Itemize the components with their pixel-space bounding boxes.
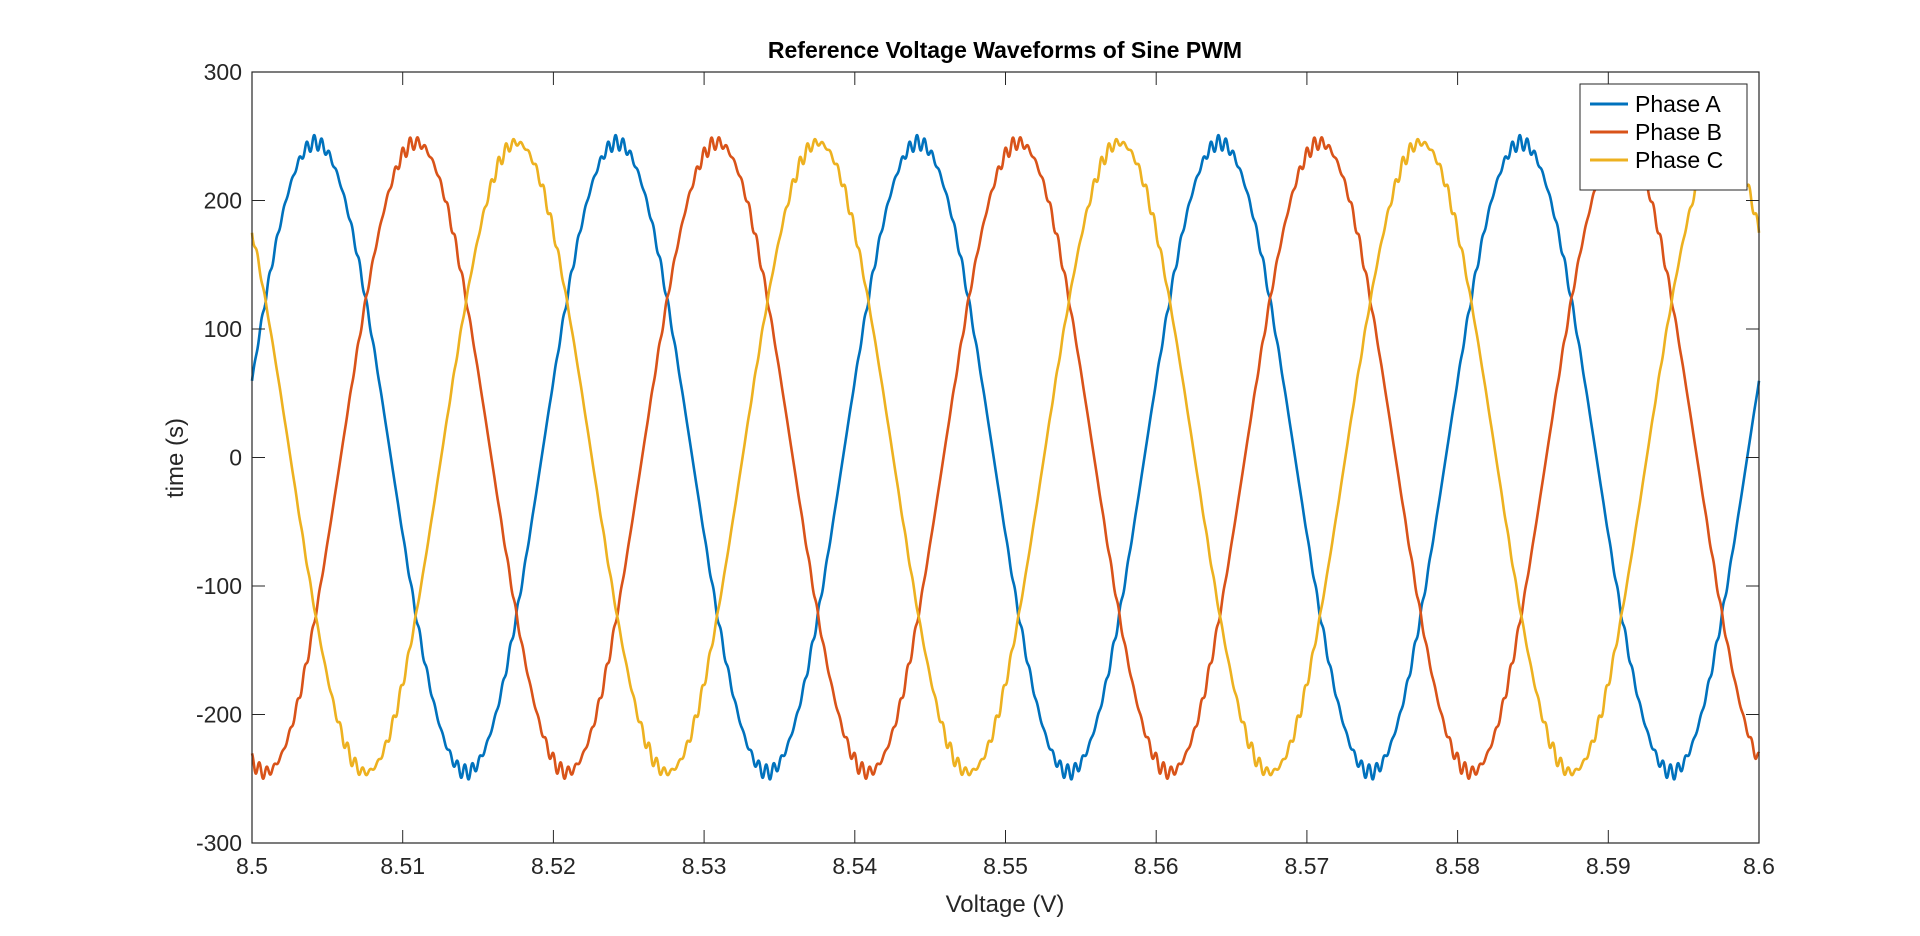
x-tick-label: 8.59 xyxy=(1586,853,1631,879)
x-tick-label: 8.57 xyxy=(1285,853,1330,879)
legend-label: Phase C xyxy=(1635,147,1723,173)
x-tick-label: 8.58 xyxy=(1435,853,1480,879)
y-tick-label: 100 xyxy=(204,316,242,342)
y-tick-label: -300 xyxy=(196,830,242,856)
x-tick-label: 8.51 xyxy=(380,853,425,879)
y-axis: 300 200 100 0 -100 -200 -300 xyxy=(196,59,1759,856)
series-line-phase-b xyxy=(250,136,1761,781)
x-tick-label: 8.52 xyxy=(531,853,576,879)
series-line-phase-a xyxy=(250,133,1761,781)
series-line-phase-c xyxy=(250,137,1761,777)
x-tick-label: 8.55 xyxy=(983,853,1028,879)
x-tick-label: 8.5 xyxy=(236,853,268,879)
y-tick-label: 0 xyxy=(229,445,242,471)
x-tick-label: 8.54 xyxy=(832,853,877,879)
x-tick-label: 8.53 xyxy=(682,853,727,879)
y-tick-label: -200 xyxy=(196,702,242,728)
legend-box xyxy=(1579,83,1748,191)
legend-label: Phase A xyxy=(1635,91,1721,117)
y-tick-label: 200 xyxy=(204,188,242,214)
legend-label: Phase B xyxy=(1635,119,1722,145)
x-tick-label: 8.56 xyxy=(1134,853,1179,879)
y-tick-label: -100 xyxy=(196,573,242,599)
series-group xyxy=(250,133,1761,781)
x-tick-label: 8.6 xyxy=(1743,853,1775,879)
plot-area xyxy=(252,72,1759,843)
x-axis: 8.5 8.51 8.52 8.53 8.54 8.55 8.56 8.57 8.58 8.59 8… xyxy=(236,72,1775,879)
y-axis-label: time (s) xyxy=(162,418,189,498)
y-tick-label: 300 xyxy=(204,59,242,85)
x-axis-label: Voltage (V) xyxy=(946,891,1065,918)
chart-title: Reference Voltage Waveforms of Sine PWM xyxy=(768,37,1242,63)
